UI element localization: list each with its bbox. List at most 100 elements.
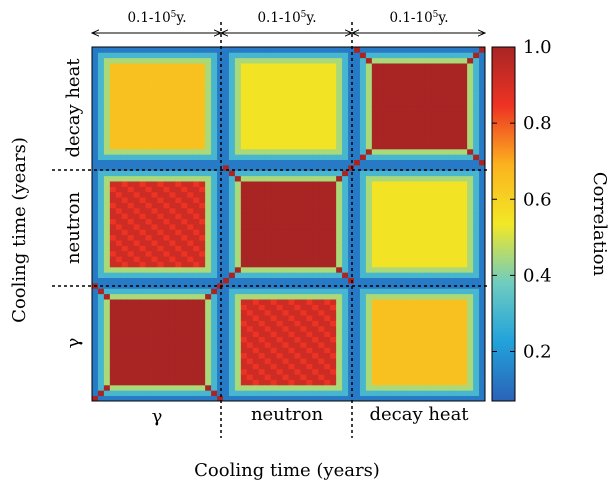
heatmap-cell — [365, 159, 373, 166]
heatmap-cell — [133, 245, 141, 252]
heatmap-cell — [455, 261, 462, 268]
heatmap-cell — [455, 363, 462, 370]
heatmap-cell — [401, 288, 408, 295]
heatmap-cell — [264, 352, 272, 359]
heatmap-cell — [169, 175, 176, 182]
heatmap-cell — [264, 331, 272, 338]
heatmap-cell — [252, 256, 260, 262]
heatmap-cell — [234, 288, 242, 295]
heatmap-cell — [312, 47, 319, 53]
heatmap-cell — [354, 342, 361, 348]
heatmap-cell — [401, 154, 408, 161]
heatmap-cell — [365, 197, 373, 203]
heatmap-cell — [342, 272, 349, 279]
heatmap-cell — [348, 127, 355, 134]
heatmap-cell — [139, 154, 146, 161]
heatmap-cell — [97, 304, 105, 311]
heatmap-cell — [211, 170, 218, 177]
heatmap-cell — [205, 331, 212, 338]
heatmap-cell — [479, 111, 486, 118]
heatmap-cell — [365, 95, 373, 102]
heatmap-cell — [92, 170, 99, 177]
heatmap-cell — [240, 47, 248, 53]
heatmap-cell — [348, 240, 355, 246]
heatmap-cell — [288, 342, 295, 348]
heatmap-cell — [330, 132, 337, 139]
heatmap-cell — [294, 186, 301, 193]
heatmap-cell — [258, 277, 266, 284]
heatmap-cell — [365, 148, 373, 155]
heatmap-cell — [318, 240, 325, 246]
heatmap-cell — [193, 213, 200, 220]
heatmap-cell — [169, 245, 176, 252]
heatmap-cell — [461, 272, 468, 279]
heatmap-cell — [431, 384, 438, 391]
heatmap-cell — [109, 57, 117, 64]
heatmap-cell — [371, 89, 379, 96]
heatmap-cell — [383, 320, 391, 327]
heatmap-cell — [479, 197, 486, 203]
heatmap-cell — [264, 250, 272, 257]
heatmap-cell — [282, 127, 289, 134]
heatmap-cell — [157, 181, 164, 187]
heatmap-cell — [163, 336, 170, 343]
heatmap-cell — [479, 395, 486, 402]
heatmap-cell — [258, 368, 266, 375]
heatmap-cell — [467, 68, 474, 75]
heatmap-cell — [234, 197, 242, 203]
heatmap-cell — [306, 63, 313, 69]
heatmap-cell — [193, 293, 200, 300]
heatmap-cell — [145, 175, 152, 182]
heatmap-cell — [306, 89, 313, 96]
heatmap-cell — [97, 73, 105, 80]
heatmap-cell — [205, 390, 212, 397]
heatmap-cell — [419, 122, 426, 128]
heatmap-cell — [413, 89, 420, 96]
heatmap-cell — [127, 336, 135, 343]
heatmap-cell — [205, 175, 212, 182]
heatmap-cell — [443, 52, 450, 59]
heatmap-cell — [413, 127, 420, 134]
heatmap-cell — [324, 363, 331, 370]
heatmap-cell — [455, 175, 462, 182]
heatmap-cell — [97, 272, 105, 279]
heatmap-cell — [419, 320, 426, 327]
heatmap-cell — [133, 384, 141, 391]
heatmap-cell — [252, 261, 260, 268]
heatmap-cell — [163, 234, 170, 241]
heatmap-cell — [133, 202, 141, 209]
heatmap-cell — [205, 63, 212, 69]
heatmap-cell — [223, 395, 230, 402]
heatmap-cell — [371, 68, 379, 75]
heatmap-cell — [97, 261, 105, 268]
heatmap-cell — [389, 363, 397, 370]
heatmap-cell — [359, 116, 367, 123]
heatmap-cell — [413, 240, 420, 246]
heatmap-cell — [359, 379, 367, 386]
heatmap-cell — [306, 315, 313, 321]
heatmap-cell — [443, 202, 450, 209]
heatmap-cell — [109, 116, 117, 123]
heatmap-cell — [270, 207, 277, 214]
heatmap-cell — [234, 358, 242, 364]
heatmap-cell — [264, 256, 272, 262]
heatmap-cell — [288, 309, 295, 316]
heatmap-cell — [413, 181, 420, 187]
heatmap-cell — [389, 266, 397, 273]
heatmap-cell — [312, 202, 319, 209]
heatmap-cell — [413, 116, 420, 123]
heatmap-cell — [473, 240, 480, 246]
heatmap-cell — [419, 63, 426, 69]
heatmap-cell — [181, 261, 188, 268]
heatmap-cell — [359, 234, 367, 241]
heatmap-cell — [127, 47, 135, 53]
heatmap-cell — [205, 325, 212, 332]
heatmap-cell — [151, 191, 158, 198]
heatmap-cell — [139, 165, 146, 171]
heatmap-cell — [97, 132, 105, 139]
heatmap-cell — [425, 127, 432, 134]
heatmap-cell — [407, 218, 414, 225]
heatmap-cell — [151, 138, 158, 144]
heatmap-cell — [234, 218, 242, 225]
heatmap-cell — [401, 245, 408, 252]
